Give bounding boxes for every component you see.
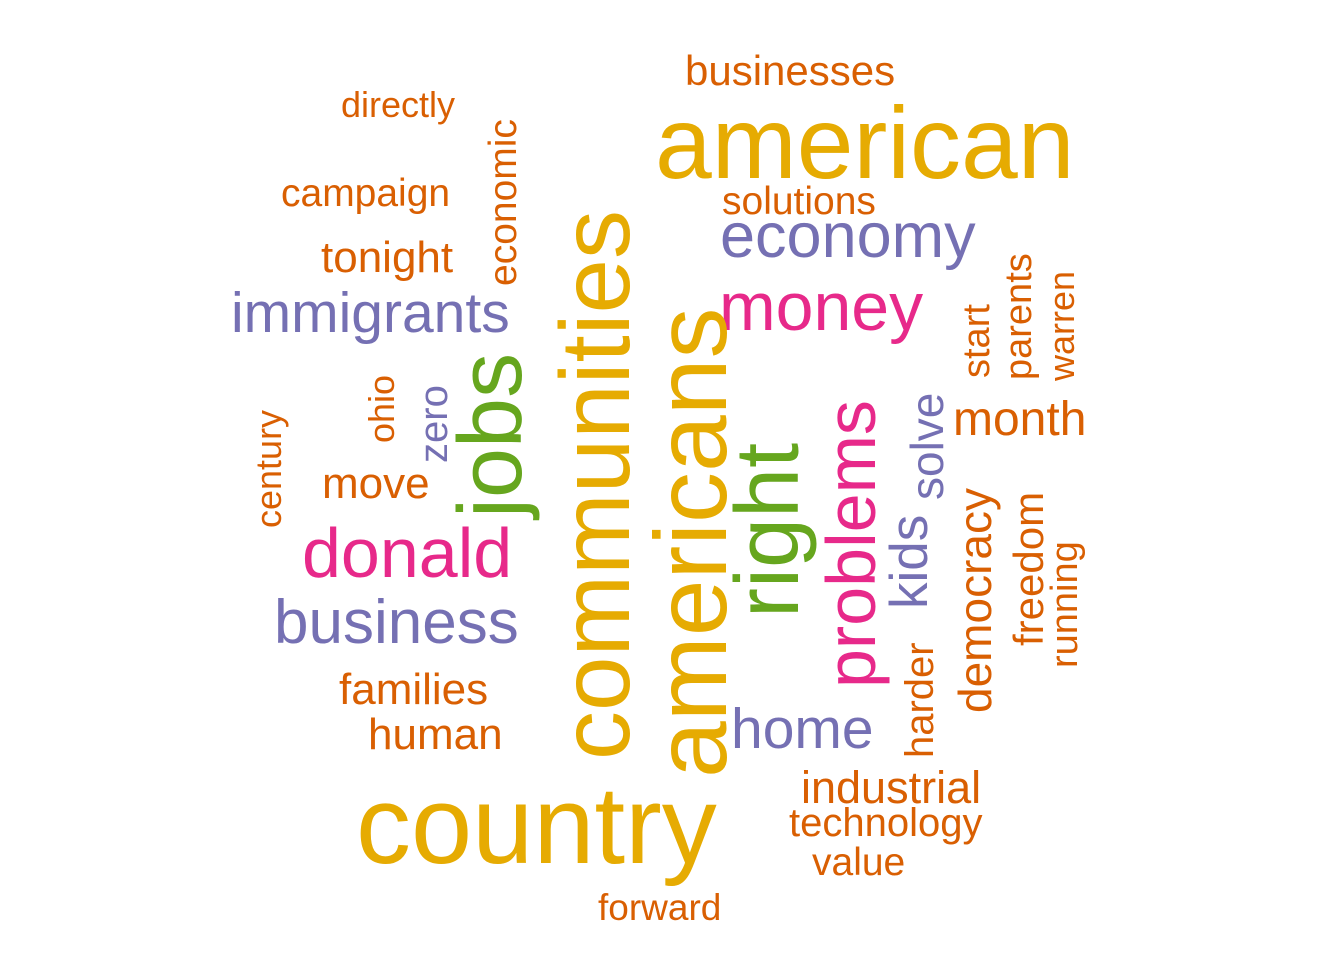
word-kids: kids: [880, 514, 939, 609]
word-solve: solve: [901, 392, 953, 500]
word-technology: technology: [789, 801, 983, 845]
word-month: month: [953, 393, 1087, 446]
word-economy: economy: [720, 201, 976, 271]
word-home: home: [731, 697, 874, 761]
word-immigrants: immigrants: [231, 281, 510, 345]
word-warren: warren: [1041, 270, 1082, 381]
word-running: running: [1044, 541, 1086, 668]
word-businesses: businesses: [685, 47, 896, 94]
word-forward: forward: [598, 887, 722, 928]
word-ohio: ohio: [361, 374, 402, 443]
word-tonight: tonight: [321, 233, 454, 282]
word-move: move: [322, 459, 430, 508]
word-human: human: [368, 710, 503, 759]
word-campaign: campaign: [281, 172, 451, 215]
word-economic: economic: [482, 119, 525, 286]
word-donald: donald: [302, 514, 513, 592]
word-communities: communities: [540, 209, 650, 760]
word-jobs: jobs: [441, 352, 541, 518]
word-harder: harder: [898, 642, 942, 758]
word-american: american: [655, 86, 1075, 200]
word-solutions: solutions: [722, 180, 876, 223]
word-parents: parents: [998, 253, 1040, 380]
word-business: business: [274, 588, 519, 657]
word-democracy: democracy: [949, 488, 1001, 713]
word-start: start: [956, 304, 998, 378]
word-century: century: [248, 409, 289, 528]
word-families: families: [339, 665, 489, 714]
word-industrial: industrial: [801, 762, 982, 813]
word-country: country: [356, 764, 717, 887]
word-zero: zero: [412, 385, 456, 463]
word-right: right: [718, 442, 818, 618]
word-money: money: [719, 269, 924, 345]
word-directly: directly: [341, 84, 456, 125]
word-value: value: [812, 841, 906, 884]
word-problems: problems: [812, 400, 890, 688]
